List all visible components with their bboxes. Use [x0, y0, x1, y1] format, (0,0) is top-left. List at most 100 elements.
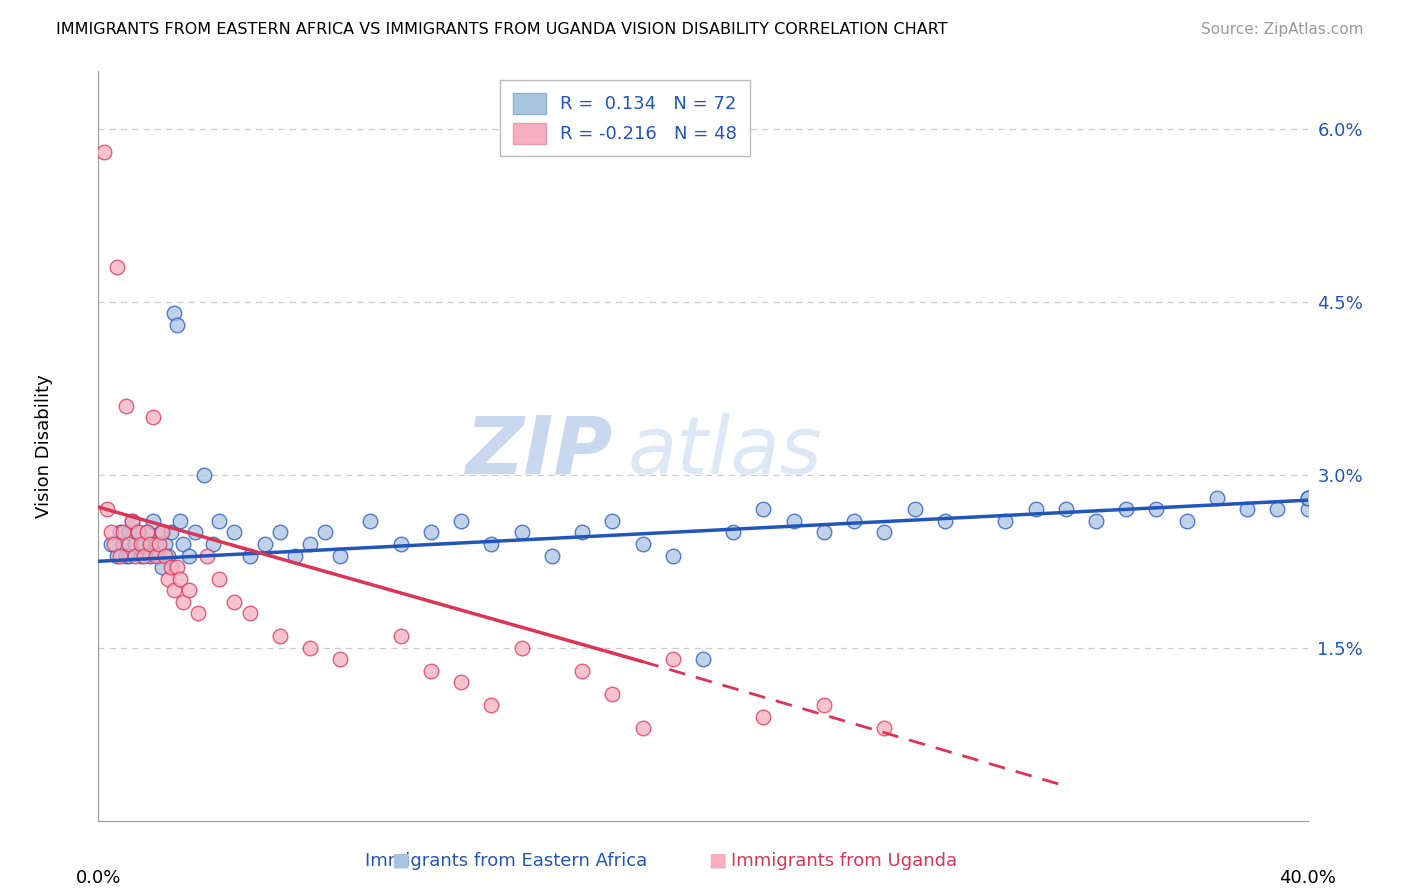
Point	[844, 514, 866, 528]
Point	[631, 537, 654, 551]
Text: Vision Disability: Vision Disability	[35, 374, 53, 518]
Point	[139, 537, 162, 551]
Point	[153, 549, 176, 563]
Point	[169, 572, 191, 586]
Point	[420, 664, 443, 678]
Point	[184, 525, 207, 540]
Point	[163, 306, 186, 320]
Point	[179, 549, 201, 563]
Point	[873, 525, 896, 540]
Point	[1024, 502, 1046, 516]
Point	[1115, 502, 1137, 516]
Point	[124, 537, 146, 551]
Text: 40.0%: 40.0%	[1279, 869, 1336, 887]
Point	[153, 537, 176, 551]
Point	[284, 549, 307, 563]
Point	[129, 537, 152, 551]
Point	[100, 537, 122, 551]
Point	[172, 537, 194, 551]
Point	[132, 549, 155, 563]
Text: IMMIGRANTS FROM EASTERN AFRICA VS IMMIGRANTS FROM UGANDA VISION DISABILITY CORRE: IMMIGRANTS FROM EASTERN AFRICA VS IMMIGR…	[56, 22, 948, 37]
Point	[1296, 491, 1319, 505]
Point	[139, 549, 162, 563]
Point	[299, 640, 322, 655]
Point	[1085, 514, 1108, 528]
Point	[111, 537, 134, 551]
Point	[172, 594, 194, 608]
Point	[135, 525, 157, 540]
Point	[100, 525, 122, 540]
Point	[1206, 491, 1229, 505]
Point	[118, 537, 141, 551]
Point	[1054, 502, 1077, 516]
Point	[142, 410, 165, 425]
Point	[163, 583, 186, 598]
Text: ■: ■	[391, 851, 411, 870]
Point	[145, 537, 167, 551]
Point	[208, 572, 231, 586]
Point	[329, 549, 352, 563]
Point	[752, 502, 775, 516]
Point	[224, 594, 246, 608]
Point	[160, 525, 183, 540]
Point	[121, 514, 143, 528]
Point	[160, 560, 183, 574]
Point	[602, 514, 624, 528]
Point	[105, 549, 128, 563]
Point	[103, 537, 125, 551]
Point	[631, 722, 654, 736]
Point	[389, 537, 412, 551]
Point	[93, 145, 115, 159]
Point	[187, 606, 209, 620]
Point	[108, 549, 131, 563]
Point	[314, 525, 336, 540]
Point	[389, 629, 412, 643]
Point	[150, 525, 173, 540]
Point	[169, 514, 191, 528]
Point	[661, 549, 683, 563]
Point	[224, 525, 246, 540]
Point	[127, 525, 149, 540]
Point	[873, 722, 896, 736]
Point	[269, 525, 291, 540]
Point	[994, 514, 1017, 528]
Point	[299, 537, 322, 551]
Point	[195, 549, 218, 563]
Point	[571, 664, 593, 678]
Point	[1175, 514, 1198, 528]
Point	[118, 549, 141, 563]
Point	[96, 502, 118, 516]
Point	[111, 525, 134, 540]
Point	[481, 537, 503, 551]
Point	[1296, 491, 1319, 505]
Point	[602, 687, 624, 701]
Point	[540, 549, 562, 563]
Point	[934, 514, 956, 528]
Point	[813, 525, 835, 540]
Point	[156, 572, 179, 586]
Point	[253, 537, 276, 551]
Point	[783, 514, 806, 528]
Text: ZIP: ZIP	[465, 413, 613, 491]
Point	[208, 514, 231, 528]
Text: 0.0%: 0.0%	[76, 869, 121, 887]
Point	[127, 525, 149, 540]
Point	[329, 652, 352, 666]
Point	[360, 514, 382, 528]
Point	[420, 525, 443, 540]
Point	[193, 467, 215, 482]
Point	[510, 525, 533, 540]
Legend: R =  0.134   N = 72, R = -0.216   N = 48: R = 0.134 N = 72, R = -0.216 N = 48	[501, 80, 749, 156]
Point	[450, 675, 472, 690]
Point	[1267, 502, 1289, 516]
Point	[150, 525, 173, 540]
Point	[179, 583, 201, 598]
Point	[142, 514, 165, 528]
Point	[481, 698, 503, 713]
Point	[1236, 502, 1258, 516]
Point	[166, 560, 188, 574]
Point	[150, 560, 173, 574]
Text: Immigrants from Uganda: Immigrants from Uganda	[731, 852, 956, 870]
Point	[129, 549, 152, 563]
Point	[166, 318, 188, 332]
